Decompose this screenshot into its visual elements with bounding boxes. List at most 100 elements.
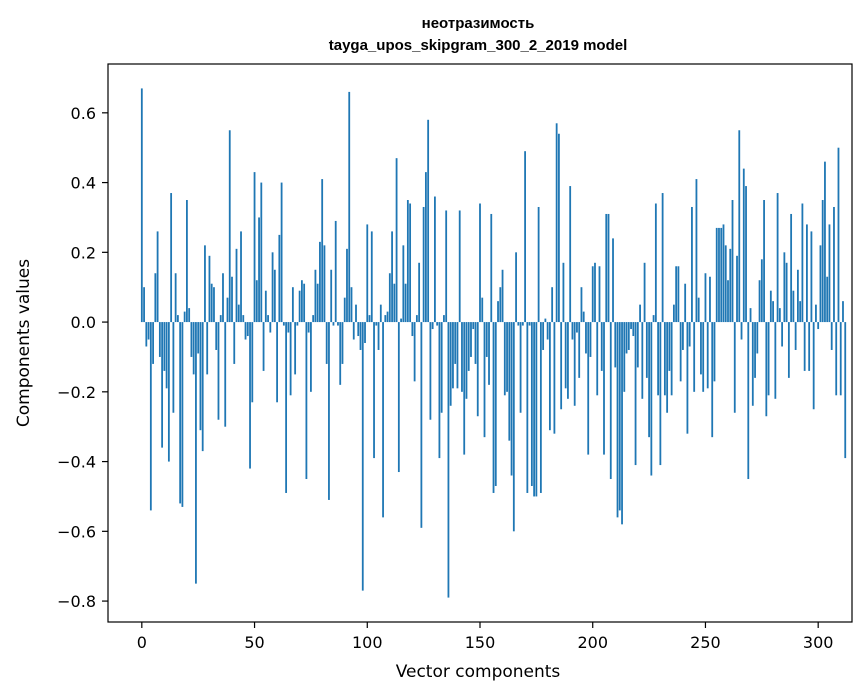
bar-63 xyxy=(282,322,285,326)
bar-233 xyxy=(666,322,669,413)
bar-308 xyxy=(835,322,838,396)
bar-265 xyxy=(738,130,741,323)
bar-254 xyxy=(713,322,716,382)
bar-198 xyxy=(587,322,590,455)
bar-34 xyxy=(217,322,220,420)
bar-59 xyxy=(273,269,276,323)
y-tick-label: 0.6 xyxy=(71,104,96,123)
bar-108 xyxy=(384,315,387,323)
bar-38 xyxy=(226,297,229,323)
bar-81 xyxy=(323,245,326,323)
bar-274 xyxy=(758,280,761,323)
bar-176 xyxy=(537,206,540,323)
bar-245 xyxy=(693,322,696,392)
x-tick-label: 150 xyxy=(465,633,496,652)
bar-244 xyxy=(691,206,693,323)
bar-106 xyxy=(379,304,382,323)
bar-27 xyxy=(201,322,204,452)
bar-71 xyxy=(300,280,303,323)
bar-221 xyxy=(639,304,641,323)
bar-144 xyxy=(465,322,468,399)
bar-134 xyxy=(443,315,445,323)
bar-268 xyxy=(745,186,747,323)
bar-78 xyxy=(316,283,319,323)
bar-33 xyxy=(215,322,218,350)
bar-235 xyxy=(670,322,673,396)
chart-subtitle: tayga_upos_skipgram_300_2_2019 model xyxy=(329,37,628,54)
bar-104 xyxy=(375,322,378,326)
bar-125 xyxy=(422,206,425,323)
bar-284 xyxy=(781,322,784,347)
bar-87 xyxy=(337,322,339,326)
bar-83 xyxy=(328,322,330,500)
bar-296 xyxy=(808,322,811,371)
bar-50 xyxy=(253,172,256,323)
bar-299 xyxy=(815,304,817,323)
bar-52 xyxy=(258,217,260,323)
bar-152 xyxy=(483,322,486,438)
bar-1 xyxy=(143,287,145,323)
bar-99 xyxy=(364,322,366,343)
bar-256 xyxy=(718,227,720,323)
bar-2 xyxy=(145,322,148,347)
bar-147 xyxy=(472,322,475,330)
x-tick-label: 250 xyxy=(690,633,721,652)
bar-102 xyxy=(370,231,373,323)
bar-270 xyxy=(749,308,752,323)
bar-70 xyxy=(298,290,301,323)
bar-10 xyxy=(163,322,166,371)
bar-136 xyxy=(447,322,450,598)
bar-218 xyxy=(632,322,635,337)
bar-158 xyxy=(497,301,499,323)
bar-196 xyxy=(582,311,585,323)
x-tick-label: 50 xyxy=(244,633,264,652)
bar-37 xyxy=(224,322,227,427)
bar-181 xyxy=(548,322,551,431)
bar-279 xyxy=(769,290,772,323)
bar-205 xyxy=(603,322,605,455)
bar-135 xyxy=(445,210,448,323)
bar-304 xyxy=(826,276,829,323)
bar-174 xyxy=(533,322,536,497)
bar-60 xyxy=(276,322,278,403)
bar-94 xyxy=(352,322,355,340)
bar-217 xyxy=(630,322,632,330)
bar-76 xyxy=(312,315,315,323)
bar-298 xyxy=(812,322,815,410)
bar-140 xyxy=(456,322,459,389)
bar-197 xyxy=(585,322,587,354)
bar-79 xyxy=(319,241,321,323)
bar-89 xyxy=(341,322,344,364)
bar-219 xyxy=(634,322,637,466)
bar-239 xyxy=(679,322,682,382)
bar-272 xyxy=(754,322,756,378)
bar-275 xyxy=(760,259,763,323)
bar-172 xyxy=(528,322,531,326)
bar-26 xyxy=(199,322,202,431)
bar-199 xyxy=(589,322,592,357)
bar-4 xyxy=(149,322,152,511)
chart-title: неотразимость xyxy=(422,15,535,32)
bar-143 xyxy=(463,322,466,455)
bar-246 xyxy=(695,179,698,323)
bar-82 xyxy=(325,322,328,364)
bar-66 xyxy=(289,322,292,396)
bar-220 xyxy=(636,322,639,368)
bar-281 xyxy=(774,322,777,399)
bar-31 xyxy=(210,283,213,323)
bar-91 xyxy=(346,248,348,323)
bar-175 xyxy=(535,322,538,497)
bar-306 xyxy=(830,322,833,350)
bar-114 xyxy=(397,322,400,473)
bar-188 xyxy=(564,322,567,389)
bar-35 xyxy=(219,315,222,323)
bar-9 xyxy=(161,322,164,448)
bar-167 xyxy=(517,322,520,326)
bar-266 xyxy=(740,322,743,340)
bar-115 xyxy=(400,318,402,323)
y-tick-label: −0.2 xyxy=(57,383,96,402)
bar-17 xyxy=(179,322,182,504)
bar-302 xyxy=(821,200,824,323)
bar-243 xyxy=(688,322,691,347)
bar-13 xyxy=(170,193,173,323)
